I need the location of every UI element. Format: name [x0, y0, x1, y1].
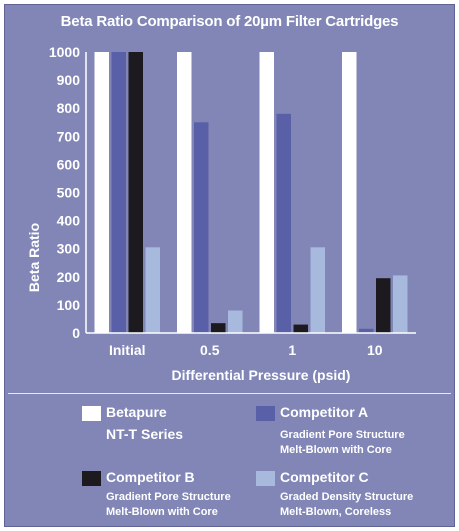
y-tick-label: 1000 — [49, 44, 80, 60]
chart-title: Beta Ratio Comparison of 20µm Filter Car… — [60, 13, 399, 30]
legend-sub-competitor-b-2: Melt-Blown with Core — [106, 506, 218, 518]
legend-divider — [8, 393, 451, 394]
y-tick-label: 800 — [57, 100, 81, 116]
y-tick-label: 700 — [57, 128, 81, 144]
legend-sub-competitor-a-1: Gradient Pore Structure — [280, 429, 405, 441]
y-tick-label: 400 — [57, 213, 81, 229]
legend-label-competitor-c: Competitor C — [280, 469, 369, 485]
bar-competitor-b-1 — [293, 324, 308, 333]
legend-sub-competitor-c-2: Melt-Blown, Coreless — [280, 506, 392, 518]
y-tick-label: 600 — [57, 156, 81, 172]
legend-swatch-competitor-a — [256, 406, 275, 421]
legend-swatch-competitor-b — [82, 471, 101, 486]
bar-betapure-nt-t-series-10 — [342, 52, 357, 333]
y-tick-label: 100 — [57, 297, 81, 313]
bar-competitor-a-10 — [359, 328, 374, 333]
bar-competitor-b-10 — [376, 278, 391, 333]
legend-label-betapure-line2: NT-T Series — [106, 426, 184, 442]
bar-competitor-a-0-5 — [194, 122, 209, 333]
bar-competitor-a-initial — [111, 52, 126, 333]
bar-competitor-c-1 — [310, 247, 325, 333]
bar-competitor-b-0-5 — [211, 323, 226, 333]
bar-competitor-c-initial — [145, 247, 160, 333]
legend-swatch-betapure — [82, 406, 101, 421]
legend-label-competitor-b: Competitor B — [106, 469, 195, 485]
y-tick-label: 900 — [57, 72, 81, 88]
y-tick-label: 0 — [72, 325, 80, 341]
y-tick-label: 300 — [57, 241, 81, 257]
legend-label-competitor-a: Competitor A — [280, 404, 369, 420]
bar-betapure-nt-t-series-1 — [259, 52, 274, 333]
legend-label-betapure: Betapure — [106, 404, 167, 420]
x-tick-label: Initial — [109, 342, 146, 358]
x-tick-label: 10 — [367, 342, 383, 358]
legend-sub-competitor-c-1: Graded Density Structure — [280, 491, 414, 503]
bar-competitor-a-1 — [276, 113, 291, 333]
y-tick-label: 200 — [57, 269, 81, 285]
x-tick-label: 1 — [288, 342, 296, 358]
bar-betapure-nt-t-series-0-5 — [177, 52, 192, 333]
bar-chart: 0 100 200 300 400 500 600 700 800 900 1000 Initial 0… — [26, 44, 416, 383]
legend-sub-competitor-a-2: Melt-Blown with Core — [280, 444, 392, 456]
bar-competitor-b-initial — [128, 52, 143, 333]
bar-competitor-c-10 — [393, 275, 408, 333]
legend-swatch-competitor-c — [256, 471, 275, 486]
x-tick-label: 0.5 — [200, 342, 220, 358]
chart-panel — [4, 4, 455, 527]
y-axis-title: Beta Ratio — [26, 223, 42, 292]
bar-competitor-c-0-5 — [228, 310, 243, 333]
x-axis-title: Differential Pressure (psid) — [172, 367, 351, 383]
y-tick-label: 500 — [57, 185, 81, 201]
bar-betapure-nt-t-series-initial — [94, 52, 109, 333]
legend-sub-competitor-b-1: Gradient Pore Structure — [106, 491, 231, 503]
